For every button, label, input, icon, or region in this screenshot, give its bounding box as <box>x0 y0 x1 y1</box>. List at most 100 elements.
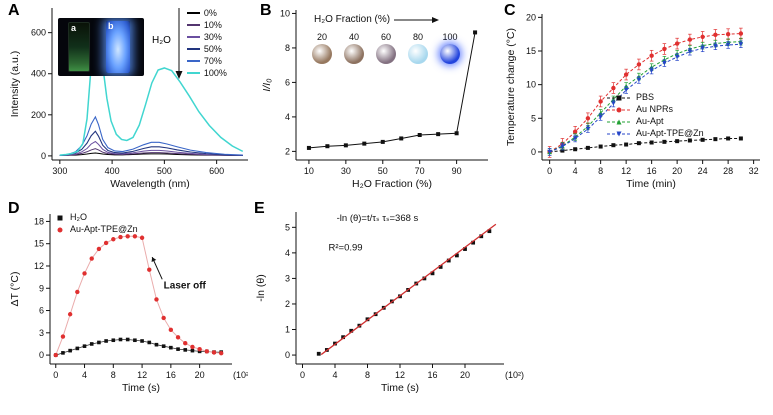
plot-a: 300 400 500 600 0 200 400 600 Wavelength (nm) Int… <box>9 8 248 190</box>
legend-label: 100% <box>203 67 227 78</box>
y-tick-label: 15 <box>526 46 536 56</box>
legend-items: 0% 10% 30% 50% 70% 100% <box>186 7 227 79</box>
x-tick-label: 0 <box>547 166 552 176</box>
series-line <box>59 22 244 156</box>
y-tick-label: 2 <box>285 146 290 156</box>
legend-label: H₂O <box>70 212 87 222</box>
x-tick-label: 50 <box>378 166 388 176</box>
legend-item: Au-Apt <box>606 116 704 127</box>
chart-a-fluorescence-spectra: 300 400 500 600 0 200 400 600 Wavelength (nm) Int… <box>6 2 254 196</box>
x-tick-label: 32 <box>749 166 759 176</box>
x-tick-label: 20 <box>460 370 470 380</box>
legend-marker-icon <box>607 131 631 136</box>
plot-b: 10 30 50 70 90 2 4 6 8 10 H₂O Fraction (%) I/I₀ <box>261 8 488 190</box>
x-tick-label: 4 <box>82 370 87 380</box>
y-axis-label: I/I₀ <box>261 78 273 92</box>
x-tick-label: 0 <box>53 370 58 380</box>
legend-item: 70% <box>186 55 227 67</box>
x-tick-label: 4 <box>573 166 578 176</box>
x-axis-label: Time (min) <box>626 178 676 190</box>
x-tick-label: 10 <box>304 166 314 176</box>
sample-droplet <box>312 44 332 64</box>
x-tick-label: 70 <box>415 166 425 176</box>
y-tick-label: 10 <box>280 8 290 18</box>
x-tick-label: 8 <box>365 370 370 380</box>
legend-item: Au-Apt-TPE@Zn <box>54 224 138 235</box>
y-tick-label: 8 <box>285 43 290 53</box>
series-line <box>308 32 476 149</box>
x-axis-label: Wavelength (nm) <box>110 178 190 190</box>
legend-item: H₂O <box>54 212 138 223</box>
x-tick-label: 28 <box>723 166 733 176</box>
x-tick-label: 12 <box>395 370 405 380</box>
legend-item: 50% <box>186 43 227 55</box>
legend-label: Au-Apt-TPE@Zn <box>636 128 704 138</box>
legend-label: 70% <box>203 55 222 66</box>
sample-droplet <box>408 44 428 64</box>
color-swatch <box>186 72 200 74</box>
fraction-label: 80 <box>412 32 423 42</box>
sample-droplet <box>344 44 364 64</box>
y-tick-label: 9 <box>39 283 44 293</box>
legend-h2o-fractions: H₂O 0% 10% 30% 50% 70% 100% <box>152 6 227 80</box>
legend-item: 10% <box>186 19 227 31</box>
panel-label-a: A <box>8 2 20 19</box>
x-tick-label: 0 <box>300 370 305 380</box>
chart-b-aie-ratio: 10 30 50 70 90 2 4 6 8 10 H₂O Fraction (%) I/I₀ <box>258 2 498 196</box>
fraction-label: 20 <box>316 32 327 42</box>
series-line <box>549 137 741 153</box>
sample-photo: 20 <box>312 32 332 64</box>
annotation-text: -ln (θ)=t/τₛ τₛ=368 s <box>337 213 419 224</box>
fraction-label: 100 <box>442 32 458 42</box>
panel-a: 300 400 500 600 0 200 400 600 Wavelength (nm) Int… <box>6 2 254 196</box>
chart-c-photothermal-heating: 0 4 8 12 16 20 24 28 32 0 5 10 15 20 Time (min) Tempera… <box>502 2 768 196</box>
y-tick-label: 3 <box>285 273 290 283</box>
legend-marker-icon <box>607 107 631 112</box>
y-tick-label: 3 <box>39 328 44 338</box>
x-tick-label: 90 <box>452 166 462 176</box>
x-axis-label: Time (s) <box>381 382 419 394</box>
legend-label: 50% <box>203 43 222 54</box>
panel-label-d: D <box>8 200 20 217</box>
y-tick-label: 18 <box>34 216 44 226</box>
y-tick-label: 0 <box>531 147 536 157</box>
x-tick-label: 24 <box>698 166 708 176</box>
sample-photos-row: 20 40 60 80 100 <box>312 32 460 64</box>
legend-item: 30% <box>186 31 227 43</box>
x-tick-label: 8 <box>598 166 603 176</box>
plot-d: 0 4 8 12 16 20 0 3 6 9 12 15 18 Time (s) (10²) ΔT (°C) L… <box>9 214 252 394</box>
right-arrow-icon <box>394 16 440 23</box>
annotation-text: Laser off <box>164 280 207 291</box>
sample-droplet <box>376 44 396 64</box>
y-axis-label: Temperature change (°C) <box>505 28 517 146</box>
legend-c: PBS Au NPRs Au-Apt Au-Apt-TPE@Zn <box>606 92 704 139</box>
legend-label: 0% <box>203 7 217 18</box>
y-axis-label: -ln (θ) <box>255 274 267 301</box>
y-tick-label: 1 <box>285 325 290 335</box>
series-line <box>59 115 243 156</box>
color-swatch <box>186 60 200 62</box>
y-tick-label: 12 <box>34 261 44 271</box>
x-axis-unit: (10²) <box>233 370 248 380</box>
legend-item: Au NPRs <box>606 104 704 115</box>
legend-item: PBS <box>606 92 704 103</box>
panel-e: 0 4 8 12 16 20 0 1 2 3 4 5 Time (s) (10²) -ln (θ) -ln (… <box>252 200 524 408</box>
y-tick-label: 6 <box>39 306 44 316</box>
legend-label: Au NPRs <box>636 104 674 114</box>
legend-label: 30% <box>203 31 222 42</box>
x-tick-label: 400 <box>105 166 120 176</box>
legend-item: 0% <box>186 7 227 19</box>
legend-label: Au-Apt-TPE@Zn <box>70 224 138 234</box>
y-tick-label: 0 <box>39 350 44 360</box>
inset-title-text: H₂O Fraction (%) <box>314 14 391 25</box>
color-swatch <box>186 48 200 50</box>
fit-line <box>320 223 497 356</box>
y-tick-label: 2 <box>285 299 290 309</box>
x-axis-label: H₂O Fraction (%) <box>352 178 432 190</box>
y-tick-label: 20 <box>526 12 536 22</box>
legend-label: 10% <box>203 19 222 30</box>
annotation-text: R²=0.99 <box>329 242 363 253</box>
x-tick-label: 20 <box>672 166 682 176</box>
y-tick-label: 200 <box>31 110 46 120</box>
